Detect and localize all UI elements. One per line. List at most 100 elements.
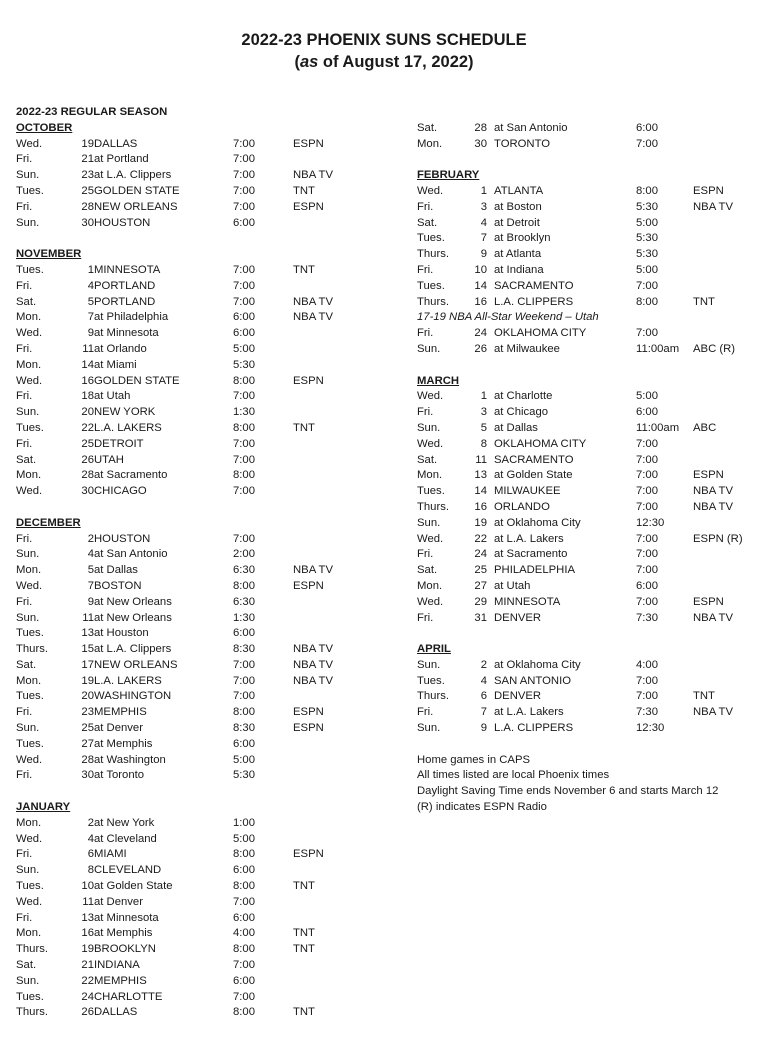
game-day: Fri. [16, 437, 33, 450]
game-date: 19 [474, 516, 487, 529]
game-day: Sat. [417, 121, 438, 134]
game-day: Sat. [417, 216, 438, 229]
game-row: Wed. 28 at Washington 5:00 [16, 753, 396, 769]
game-time: 7:00 [233, 390, 255, 403]
game-day: Tues. [16, 421, 44, 434]
game-date: 2 [87, 532, 94, 545]
game-row: Thurs. 26 DALLAS 8:00 TNT [16, 1005, 396, 1021]
game-opponent: at Utah [94, 390, 131, 403]
game-row: Mon. 27 at Utah 6:00 [417, 579, 757, 595]
game-opponent: DENVER [494, 690, 542, 703]
game-day: Wed. [16, 895, 43, 908]
game-opponent: OKLAHOMA CITY [494, 437, 587, 450]
game-opponent: at Brooklyn [494, 232, 551, 245]
game-opponent: NEW ORLEANS [94, 200, 178, 213]
game-date: 5 [87, 295, 94, 308]
game-opponent: CLEVELAND [94, 864, 162, 877]
game-time: 7:00 [636, 532, 658, 545]
game-date: 22 [81, 974, 94, 987]
game-row: Sun. 11 at New Orleans 1:30 [16, 611, 396, 627]
game-row: Fri. 3 at Chicago 6:00 [417, 405, 757, 421]
game-tv: TNT [293, 943, 315, 956]
game-date: 19 [81, 137, 94, 150]
game-day: Sat. [16, 959, 37, 972]
game-date: 19 [81, 674, 94, 687]
season-label: 2022-23 REGULAR SEASON [16, 106, 168, 118]
game-tv: TNT [293, 263, 315, 276]
game-date: 9 [480, 722, 487, 735]
game-row: Mon. 19 L.A. LAKERS 7:00 NBA TV [16, 674, 396, 690]
game-time: 5:00 [233, 832, 255, 845]
game-date: 14 [474, 485, 487, 498]
month-header: JANUARY [16, 800, 396, 816]
game-date: 14 [474, 279, 487, 292]
game-day: Fri. [417, 327, 434, 340]
game-opponent: at L.A. Clippers [94, 643, 172, 656]
game-time: 6:00 [233, 974, 255, 987]
game-day: Wed. [417, 437, 444, 450]
game-date: 5 [480, 421, 487, 434]
game-date: 4 [87, 548, 94, 561]
game-opponent: at Cleveland [94, 832, 157, 845]
page-title: 2022-23 PHOENIX SUNS SCHEDULE [241, 31, 527, 49]
game-row: Sun. 9 L.A. CLIPPERS 12:30 [417, 721, 757, 737]
game-opponent: at Golden State [494, 469, 573, 482]
game-day: Mon. [16, 469, 42, 482]
game-opponent: MINNESOTA [494, 595, 561, 608]
game-tv: TNT [293, 1006, 315, 1019]
game-row: Sat. 4 at Detroit 5:00 [417, 216, 757, 232]
game-day: Sun. [16, 611, 40, 624]
game-date: 4 [480, 674, 487, 687]
game-day: Fri. [16, 532, 33, 545]
game-opponent: at Oklahoma City [494, 658, 581, 671]
game-opponent: DALLAS [94, 137, 138, 150]
spacer [417, 626, 757, 642]
game-opponent: at New York [94, 816, 155, 829]
game-opponent: SACRAMENTO [494, 453, 574, 466]
game-day: Wed. [16, 579, 43, 592]
game-row: Sun. 30 HOUSTON 6:00 [16, 216, 396, 232]
game-opponent: GOLDEN STATE [94, 374, 180, 387]
game-date: 16 [474, 295, 487, 308]
game-date: 24 [474, 327, 487, 340]
game-row: Tues. 22 L.A. LAKERS 8:00 TNT [16, 421, 396, 437]
spacer [16, 784, 396, 800]
game-time: 8:30 [233, 722, 255, 735]
game-date: 11 [475, 453, 487, 466]
game-opponent: at Boston [494, 200, 542, 213]
game-tv: TNT [293, 421, 315, 434]
game-day: Thurs. [417, 248, 450, 261]
game-time: 7:00 [636, 453, 658, 466]
game-time: 5:30 [636, 232, 658, 245]
game-tv: NBA TV [693, 485, 733, 498]
game-day: Wed. [417, 390, 444, 403]
subtitle-italic: as [299, 53, 319, 71]
game-date: 8 [87, 864, 94, 877]
game-tv: NBA TV [293, 674, 333, 687]
game-date: 10 [474, 263, 487, 276]
game-opponent: at L.A. Lakers [494, 706, 564, 719]
game-tv: ABC (R) [693, 342, 736, 355]
game-date: 16 [81, 374, 94, 387]
subtitle-prefix: ( [294, 53, 300, 71]
game-day: Mon. [16, 358, 42, 371]
game-row: Fri. 3 at Boston 5:30 NBA TV [417, 200, 757, 216]
game-date: 2 [87, 816, 94, 829]
game-date: 13 [474, 469, 487, 482]
spacer [16, 500, 396, 516]
game-row: Fri. 6 MIAMI 8:00 ESPN [16, 847, 396, 863]
game-opponent: HOUSTON [94, 532, 151, 545]
game-day: Fri. [16, 911, 33, 924]
game-date: 30 [81, 216, 94, 229]
game-opponent: at Memphis [94, 737, 153, 750]
game-row: Wed. 8 OKLAHOMA CITY 7:00 [417, 437, 757, 453]
game-day: Wed. [16, 485, 43, 498]
month-name: FEBRUARY [417, 169, 480, 182]
game-row: Tues. 7 at Brooklyn 5:30 [417, 231, 757, 247]
game-time: 4:00 [636, 658, 658, 671]
game-time: 8:00 [636, 184, 658, 197]
game-date: 16 [81, 927, 94, 940]
game-opponent: at San Antonio [94, 548, 168, 561]
game-date: 30 [81, 485, 94, 498]
month-name: DECEMBER [16, 516, 81, 529]
